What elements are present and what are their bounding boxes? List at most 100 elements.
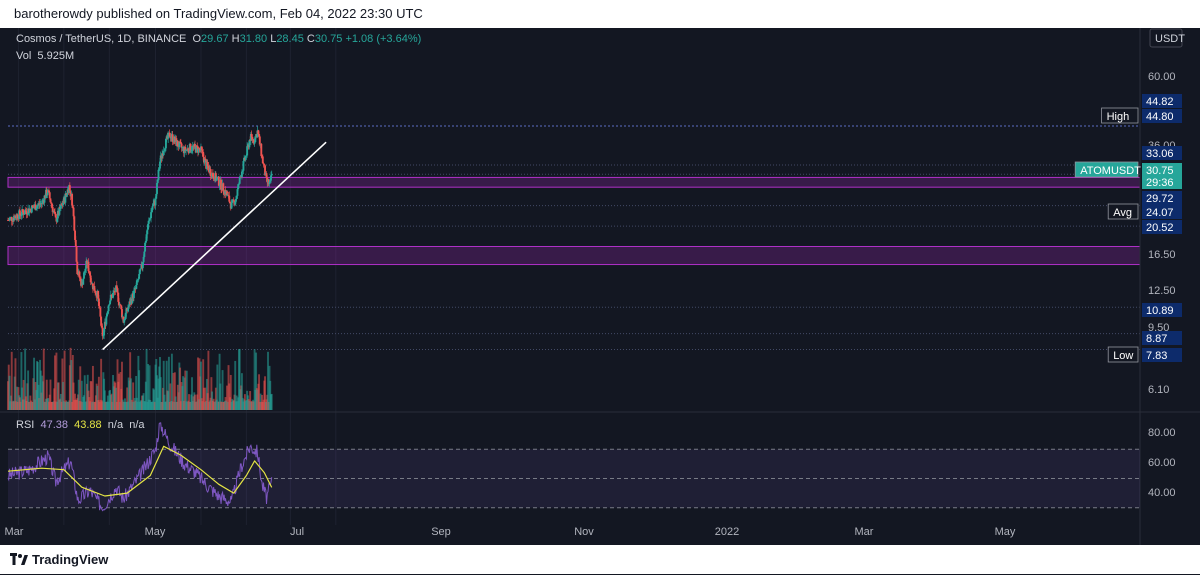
volume-bar [147,364,150,410]
chart-area[interactable]: 60.0036.0016.5012.509.506.1080.0060.0040… [0,28,1200,545]
candle-body [159,161,161,169]
candle-body [48,192,51,199]
volume-bar [57,382,60,410]
candle-body [119,304,122,306]
volume-value: 5.925M [37,50,75,62]
volume-legend: Vol 5.925M [16,50,74,62]
rsi-value: 47.38 [40,419,68,431]
volume-bar [253,349,256,410]
x-tick-label: May [995,526,1016,538]
candle-body [269,180,272,182]
volume-bar [172,372,175,410]
candle-body [59,204,62,209]
candle-body [35,208,38,211]
candle-body [101,327,104,337]
candle-body [20,215,23,217]
candle-body [82,278,85,285]
candle-body [115,285,118,289]
candle-body [71,193,74,206]
volume-bar [234,360,237,410]
candle-body [21,209,24,216]
rsi-tick-label: 80.00 [1148,427,1176,439]
candle-body [45,189,48,196]
candle-body [152,203,155,207]
candle-body [155,193,158,199]
publish-info: barotherowdy published on TradingView.co… [14,6,423,21]
price-badge [1142,175,1182,189]
candle-body [204,158,207,161]
candle-body [260,143,263,157]
volume-bar [53,355,56,410]
volume-bar [39,370,42,410]
candle-body [30,205,33,213]
candle-body [198,148,201,150]
volume-bar [91,365,94,410]
volume-bar [264,376,266,410]
candle-body [124,312,127,319]
volume-bar [165,360,168,410]
candle-body [250,133,253,137]
volume-bar [214,387,217,410]
volume-bar [96,385,99,410]
volume-bar [153,389,155,410]
candle-body [75,246,78,262]
candle-body [83,272,85,279]
candle-body [36,206,39,209]
candle-body [94,292,97,295]
candle-body [176,140,179,147]
candle-body [248,140,251,148]
candle-body [90,282,93,284]
candle-body [228,195,231,202]
volume-bar [197,357,199,410]
support-zone [7,245,1141,266]
candle-body [112,293,114,298]
candle-body [178,141,181,148]
candle-body [62,202,65,206]
candle-body [232,199,235,201]
volume-bar [71,355,74,410]
candle-body [110,294,113,296]
candle-body [164,148,167,150]
volume-bar [162,360,165,410]
chart-svg[interactable]: 60.0036.0016.5012.509.506.1080.0060.0040… [0,28,1200,545]
candle-body [209,169,212,176]
candle-body [196,145,199,147]
candle-body [189,143,192,152]
rsi-tick-label: 40.00 [1148,487,1176,499]
volume-bar [135,375,138,410]
candle-body [65,194,68,196]
candle-body [238,183,240,185]
candle-body [46,192,49,196]
candle-body [246,146,249,156]
price-badge [1142,205,1182,219]
candle-body [24,210,27,214]
candle-body [270,175,272,181]
candle-body [258,136,261,145]
candle-body [201,149,204,152]
candle-body [251,136,254,141]
candle-body [226,191,228,196]
candle-body [179,142,182,144]
candle-body [236,189,239,196]
volume-bar [80,380,83,410]
volume-bar [184,370,187,410]
price-badge [1142,191,1182,205]
price-badge-value: 29.72 [1146,193,1174,205]
candle-body [109,300,112,305]
support-zone [7,176,1141,188]
high-label: H [231,33,240,45]
candle-body [167,133,170,139]
volume-bar [20,352,23,410]
candle-body [156,182,158,194]
volume-bar [79,366,82,410]
candle-body [23,213,26,215]
candle-body [78,271,81,278]
candle-body [89,272,91,276]
volume-bar [258,374,261,410]
x-tick-label: Jul [290,526,304,538]
candle-body [179,141,182,143]
candle-body [13,216,16,221]
candle-body [212,176,215,179]
volume-bar [62,381,65,410]
rsi-legend: RSI 47.38 43.88 n/a n/a [16,419,145,431]
